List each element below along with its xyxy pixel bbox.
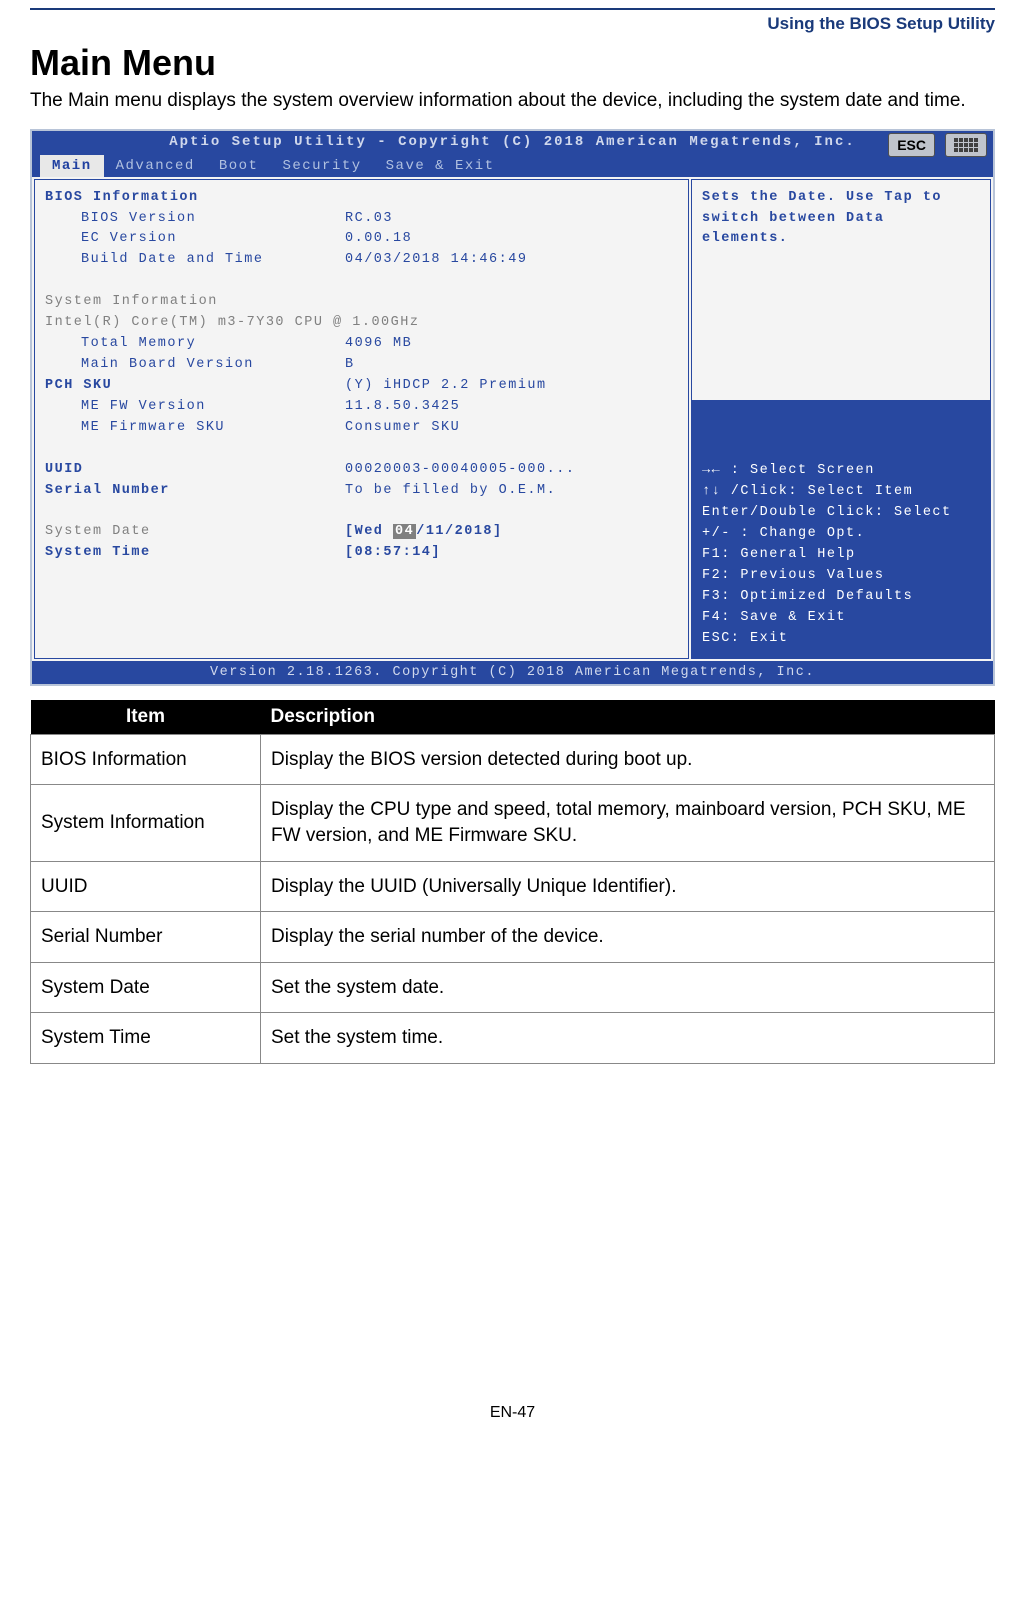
help-line: +/- : Change Opt. — [702, 524, 980, 545]
page-header: Using the BIOS Setup Utility — [30, 10, 995, 40]
mainboard-version-value: B — [345, 355, 678, 376]
system-info-title: System Information — [45, 292, 345, 313]
section-heading: Main Menu — [30, 42, 995, 84]
tab-boot[interactable]: Boot — [207, 155, 271, 177]
tab-advanced[interactable]: Advanced — [104, 155, 207, 177]
system-time-value[interactable]: [08:57:14] — [345, 543, 678, 564]
help-line: ↑↓ /Click: Select Item — [702, 482, 980, 503]
table-cell-desc: Display the CPU type and speed, total me… — [261, 785, 995, 861]
table-header-desc: Description — [261, 700, 995, 735]
help-line: F1: General Help — [702, 545, 980, 566]
bios-titlebar: Aptio Setup Utility - Copyright (C) 2018… — [32, 131, 993, 153]
bios-footer: Version 2.18.1263. Copyright (C) 2018 Am… — [32, 661, 993, 684]
help-line: F2: Previous Values — [702, 566, 980, 587]
table-row: UUIDDisplay the UUID (Universally Unique… — [31, 861, 995, 912]
bios-right-panel: Sets the Date. Use Tap to switch between… — [691, 179, 991, 659]
bios-help-keys: →← : Select Screen ↑↓ /Click: Select Ite… — [702, 321, 980, 649]
tab-security[interactable]: Security — [270, 155, 373, 177]
me-fw-sku-value: Consumer SKU — [345, 418, 678, 439]
ec-version-label: EC Version — [45, 229, 345, 250]
table-header-item: Item — [31, 700, 261, 735]
bios-info-title: BIOS Information — [45, 188, 345, 209]
uuid-label: UUID — [45, 460, 345, 481]
table-cell-desc: Display the UUID (Universally Unique Ide… — [261, 861, 995, 912]
total-memory-label: Total Memory — [45, 334, 345, 355]
table-cell-item: Serial Number — [31, 912, 261, 963]
table-row: System InformationDisplay the CPU type a… — [31, 785, 995, 861]
esc-key-icon[interactable]: ESC — [888, 133, 935, 157]
uuid-value: 00020003-00040005-000... — [345, 460, 678, 481]
system-date-label[interactable]: System Date — [45, 522, 345, 543]
serial-number-label: Serial Number — [45, 481, 345, 502]
bios-title-text: Aptio Setup Utility - Copyright (C) 2018… — [169, 134, 856, 150]
tab-save-exit[interactable]: Save & Exit — [374, 155, 507, 177]
table-cell-desc: Set the system date. — [261, 962, 995, 1013]
page-number: EN-47 — [30, 1404, 995, 1442]
bios-help-description: Sets the Date. Use Tap to switch between… — [702, 188, 980, 251]
pch-sku-value: (Y) iHDCP 2.2 Premium — [345, 376, 678, 397]
me-fw-sku-label: ME Firmware SKU — [45, 418, 345, 439]
help-line: F4: Save & Exit — [702, 608, 980, 629]
bios-menubar: Main Advanced Boot Security Save & Exit — [32, 153, 993, 177]
keyboard-icon[interactable] — [945, 133, 987, 157]
table-row: BIOS InformationDisplay the BIOS version… — [31, 734, 995, 785]
bios-version-value: RC.03 — [345, 209, 678, 230]
table-cell-item: System Information — [31, 785, 261, 861]
help-line: Enter/Double Click: Select — [702, 503, 980, 524]
serial-number-value: To be filled by O.E.M. — [345, 481, 678, 502]
help-line: ESC: Exit — [702, 629, 980, 650]
intro-text: The Main menu displays the system overvi… — [30, 88, 995, 115]
description-table: Item Description BIOS InformationDisplay… — [30, 700, 995, 1064]
table-cell-desc: Display the BIOS version detected during… — [261, 734, 995, 785]
system-time-label[interactable]: System Time — [45, 543, 345, 564]
tab-main[interactable]: Main — [40, 155, 104, 177]
build-date-value: 04/03/2018 14:46:49 — [345, 250, 678, 271]
bios-left-panel: BIOS Information BIOS VersionRC.03 EC Ve… — [34, 179, 689, 659]
system-date-value[interactable]: [Wed 04/11/2018] — [345, 522, 678, 543]
table-row: System DateSet the system date. — [31, 962, 995, 1013]
cpu-line: Intel(R) Core(TM) m3-7Y30 CPU @ 1.00GHz — [45, 313, 419, 334]
table-cell-item: System Time — [31, 1013, 261, 1064]
me-fw-version-value: 11.8.50.3425 — [345, 397, 678, 418]
me-fw-version-label: ME FW Version — [45, 397, 345, 418]
table-cell-item: UUID — [31, 861, 261, 912]
table-row: Serial NumberDisplay the serial number o… — [31, 912, 995, 963]
help-line: F3: Optimized Defaults — [702, 587, 980, 608]
table-row: System TimeSet the system time. — [31, 1013, 995, 1064]
table-cell-item: System Date — [31, 962, 261, 1013]
total-memory-value: 4096 MB — [345, 334, 678, 355]
bios-version-label: BIOS Version — [45, 209, 345, 230]
mainboard-version-label: Main Board Version — [45, 355, 345, 376]
bios-screenshot: Aptio Setup Utility - Copyright (C) 2018… — [30, 129, 995, 686]
pch-sku-label: PCH SKU — [45, 376, 345, 397]
help-line: →← : Select Screen — [702, 461, 980, 482]
ec-version-value: 0.00.18 — [345, 229, 678, 250]
table-cell-item: BIOS Information — [31, 734, 261, 785]
table-cell-desc: Display the serial number of the device. — [261, 912, 995, 963]
build-date-label: Build Date and Time — [45, 250, 345, 271]
table-cell-desc: Set the system time. — [261, 1013, 995, 1064]
